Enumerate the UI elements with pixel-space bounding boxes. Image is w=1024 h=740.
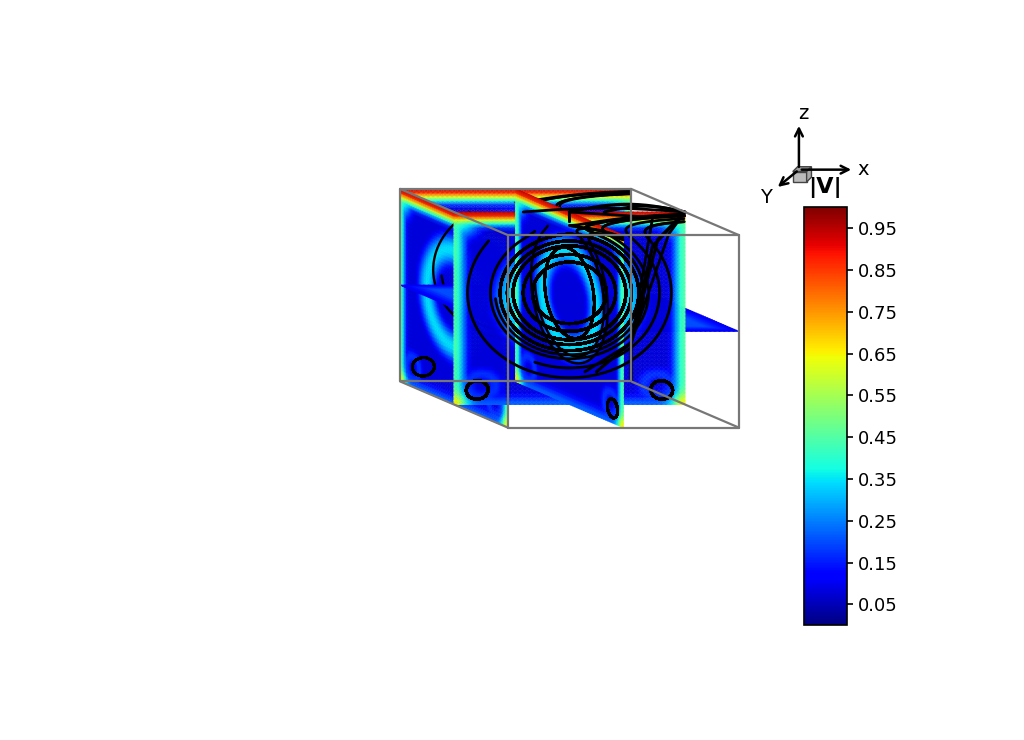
Text: z: z	[799, 104, 809, 124]
Polygon shape	[793, 172, 807, 182]
Polygon shape	[793, 166, 811, 172]
Polygon shape	[807, 166, 811, 182]
Text: Y: Y	[761, 189, 772, 207]
Title: |V|: |V|	[809, 178, 842, 198]
Text: x: x	[857, 160, 869, 179]
